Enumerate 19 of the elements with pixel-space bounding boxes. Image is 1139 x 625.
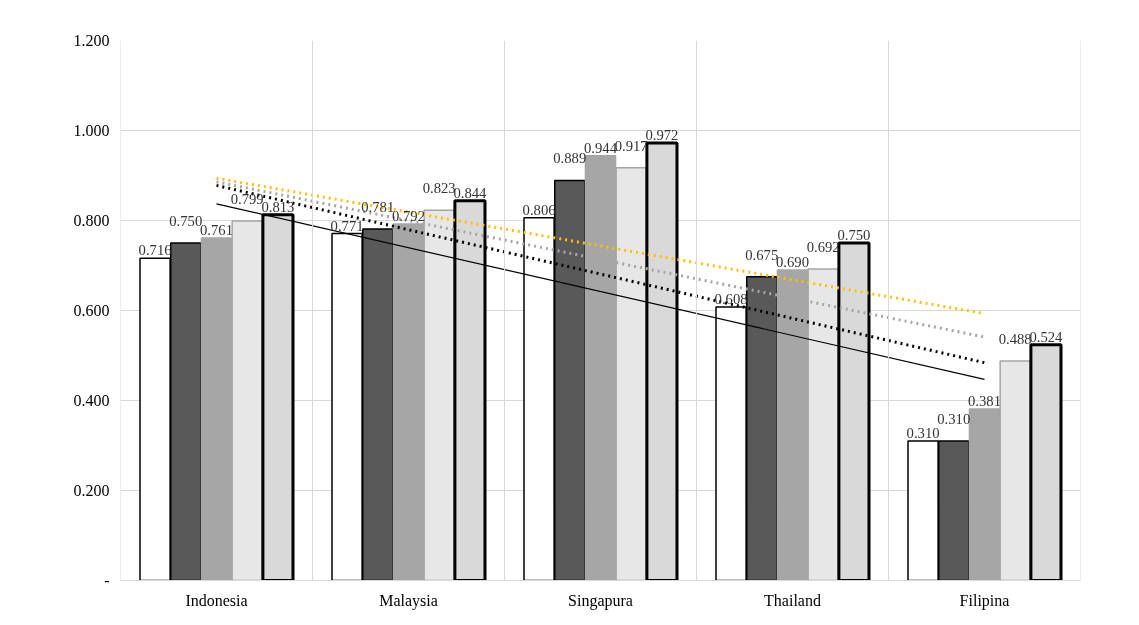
x-tick-label: Malaysia xyxy=(379,591,438,610)
data-label: 0.310 xyxy=(906,425,940,441)
y-tick-label: 0.800 xyxy=(73,212,110,229)
y-tick-label: 1.000 xyxy=(73,122,110,139)
data-label: 0.792 xyxy=(392,208,425,225)
x-tick-label: Singapura xyxy=(568,591,633,610)
x-tick-label: Thailand xyxy=(764,591,821,609)
x-tick-label: Filipina xyxy=(959,591,1010,610)
data-label: 0.310 xyxy=(937,411,971,427)
data-label: 0.750 xyxy=(837,227,871,243)
y-tick-label: 0.200 xyxy=(73,482,110,499)
y-tick-label: 0.400 xyxy=(73,392,110,409)
data-label: 0.381 xyxy=(968,393,1001,410)
data-label: 0.771 xyxy=(330,217,364,234)
y-tick-label: - xyxy=(104,572,110,589)
y-tick-label: 0.600 xyxy=(73,302,110,319)
x-tick-label: Indonesia xyxy=(185,591,248,609)
data-label: 0.972 xyxy=(645,127,679,144)
y-tick-label: 1.200 xyxy=(73,32,110,49)
